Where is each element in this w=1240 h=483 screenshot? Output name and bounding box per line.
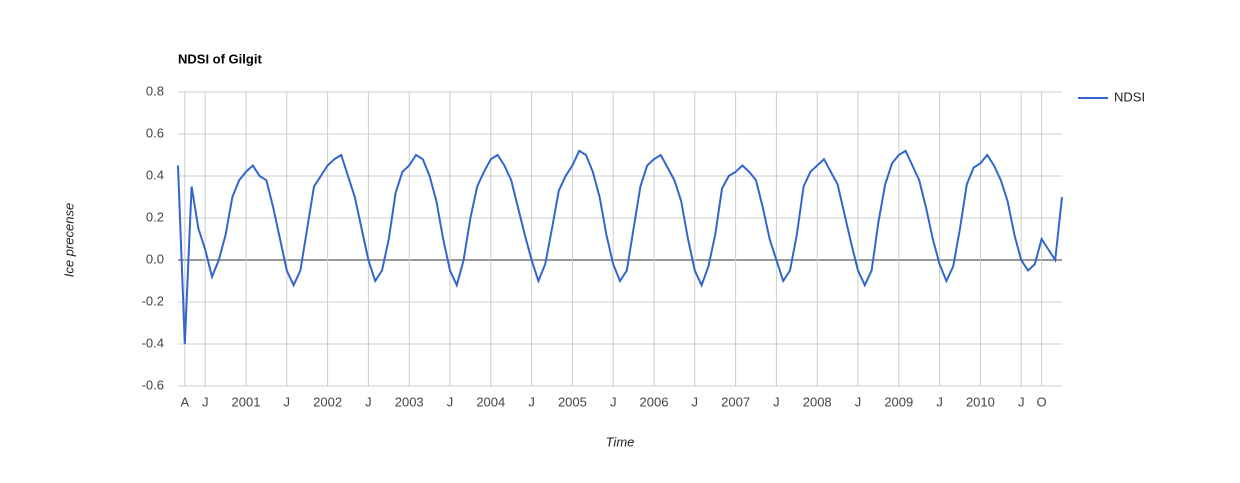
- y-tick-label: 0.6: [146, 125, 164, 140]
- y-axis-title: Ice precense: [61, 203, 76, 277]
- x-tick-label: 2006: [640, 394, 669, 409]
- x-tick-label: 2010: [966, 394, 995, 409]
- x-tick-label: J: [528, 394, 535, 409]
- y-tick-label: 0.8: [146, 83, 164, 98]
- chart-title: NDSI of Gilgit: [178, 51, 262, 66]
- y-tick-label: 0.2: [146, 209, 164, 224]
- x-tick-label: 2009: [884, 394, 913, 409]
- data-line: [177, 149, 1063, 345]
- x-tick-label: J: [936, 394, 943, 409]
- y-tick-label: -0.2: [142, 293, 164, 308]
- legend-label: NDSI: [1114, 89, 1145, 104]
- x-tick-label: O: [1037, 394, 1047, 409]
- x-tick-label: J: [284, 394, 291, 409]
- x-tick-label: 2003: [395, 394, 424, 409]
- x-tick-label: J: [365, 394, 372, 409]
- y-tick-label: 0.0: [146, 251, 164, 266]
- x-tick-label: J: [202, 394, 209, 409]
- y-tick-label: -0.4: [142, 335, 164, 350]
- x-tick-label: J: [692, 394, 699, 409]
- x-tick-label: J: [855, 394, 862, 409]
- y-tick-label: 0.4: [146, 167, 164, 182]
- x-tick-label: 2002: [313, 394, 342, 409]
- y-tick-label: -0.6: [142, 377, 164, 392]
- x-axis-title: Time: [606, 434, 635, 449]
- x-tick-label: 2007: [721, 394, 750, 409]
- x-tick-label: 2004: [476, 394, 505, 409]
- x-tick-label: A: [180, 394, 189, 409]
- x-tick-label: J: [773, 394, 780, 409]
- x-tick-label: J: [1018, 394, 1025, 409]
- x-tick-label: J: [447, 394, 454, 409]
- x-tick-label: J: [610, 394, 617, 409]
- x-tick-label: 2005: [558, 394, 587, 409]
- x-tick-label: 2001: [232, 394, 261, 409]
- x-tick-label: 2008: [803, 394, 832, 409]
